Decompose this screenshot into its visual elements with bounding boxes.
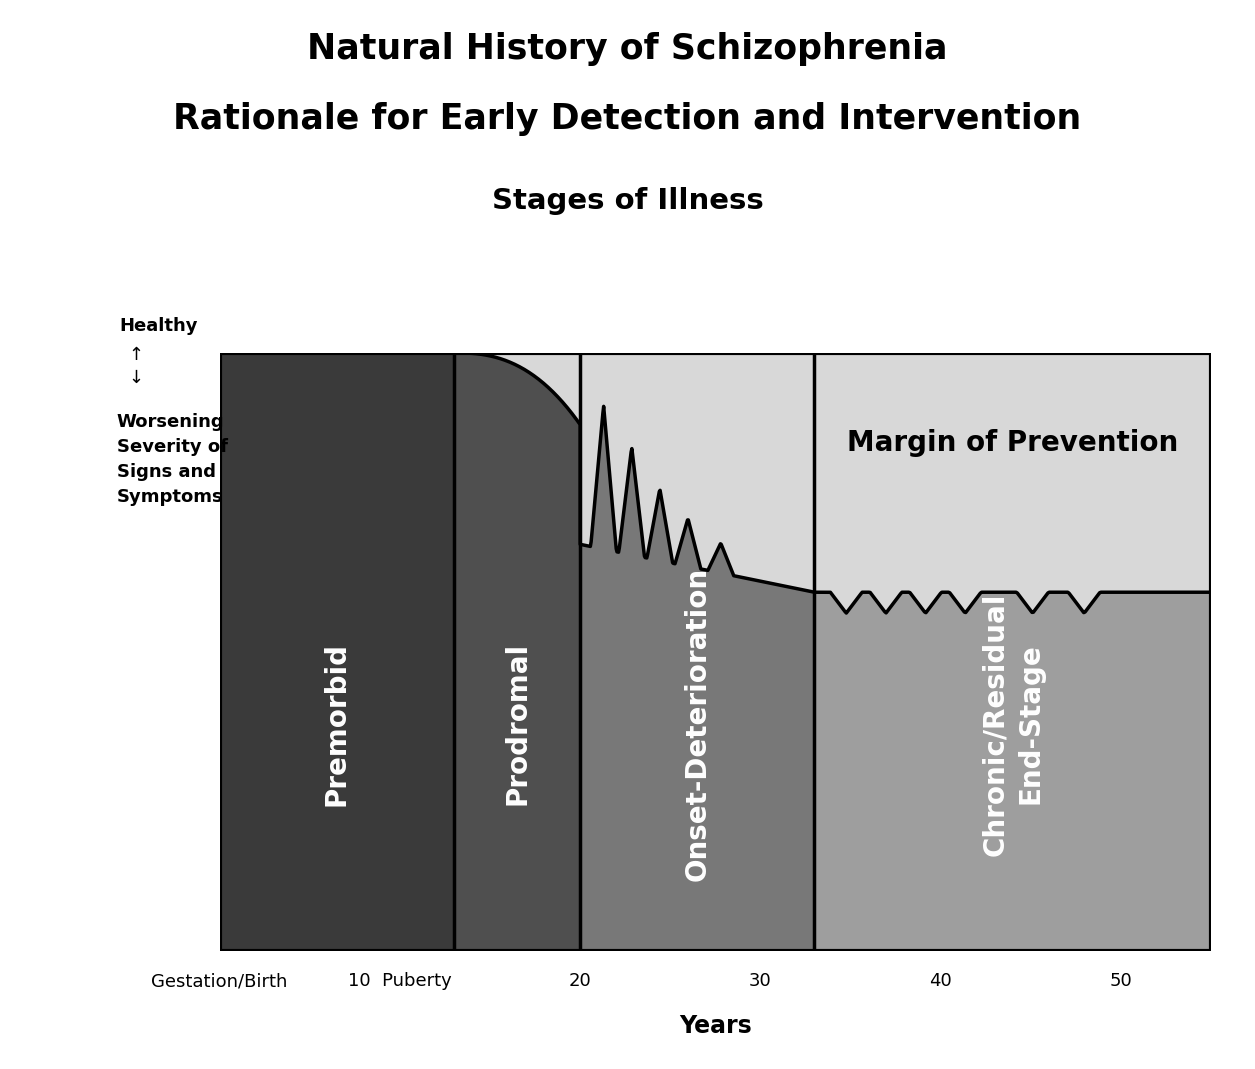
Text: 10  Puberty: 10 Puberty (348, 973, 452, 990)
Text: ↓: ↓ (128, 370, 143, 387)
Text: Chronic/Residual
End-Stage: Chronic/Residual End-Stage (981, 592, 1044, 855)
Text: 50: 50 (1109, 973, 1132, 990)
Text: Rationale for Early Detection and Intervention: Rationale for Early Detection and Interv… (173, 102, 1082, 136)
Polygon shape (454, 353, 1211, 613)
Bar (580, 353, 814, 951)
Text: Natural History of Schizophrenia: Natural History of Schizophrenia (307, 32, 948, 66)
Text: 20: 20 (569, 973, 591, 990)
Text: Stages of Illness: Stages of Illness (492, 187, 763, 215)
Text: 30: 30 (749, 973, 772, 990)
Text: Premorbid: Premorbid (323, 641, 351, 806)
Text: Prodromal: Prodromal (503, 642, 531, 805)
Text: 40: 40 (929, 973, 953, 990)
Text: Gestation/Birth: Gestation/Birth (152, 973, 287, 990)
Text: ↑: ↑ (128, 346, 143, 363)
Text: Margin of Prevention: Margin of Prevention (847, 429, 1178, 456)
Bar (454, 353, 580, 951)
Bar (814, 353, 1211, 951)
Text: Years: Years (679, 1014, 752, 1038)
Text: Healthy: Healthy (119, 317, 198, 335)
Bar (220, 353, 454, 951)
Text: Worsening
Severity of
Signs and
Symptoms: Worsening Severity of Signs and Symptoms (117, 414, 227, 506)
Text: Onset-Deterioration: Onset-Deterioration (683, 567, 712, 881)
